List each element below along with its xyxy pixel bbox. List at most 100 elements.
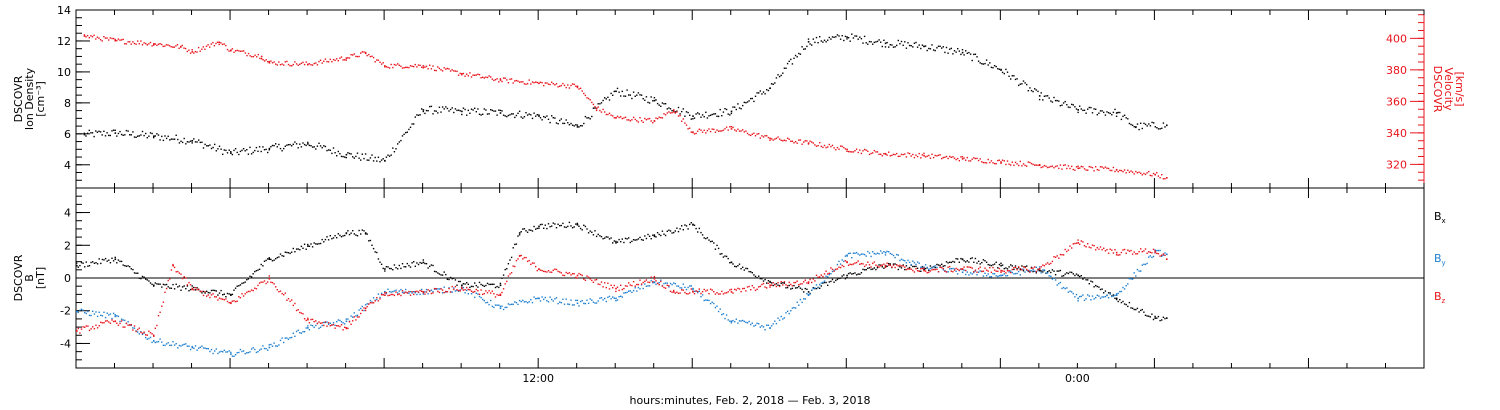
bx-point [899,266,901,268]
by-point [517,303,519,306]
density-point [648,102,651,104]
bx-point [141,275,144,278]
bz-point [557,270,559,273]
bz-point [1095,249,1097,251]
density-point [591,115,593,118]
bz-point [804,279,806,281]
bz-point [969,266,972,269]
velocity-point [689,127,691,129]
bz-point [628,282,630,284]
by-point [833,269,835,271]
by-point [291,336,293,339]
velocity-point [658,116,660,118]
by-point [509,303,511,306]
density-point [509,114,511,116]
by-point [207,348,209,350]
by-point [1069,290,1071,292]
by-point [488,303,490,306]
bx-point [398,264,400,267]
bz-point [432,292,434,294]
bx-point [242,282,245,284]
bx-point [515,243,518,245]
velocity-point [438,67,441,70]
density-point [790,58,792,61]
by-point [191,346,194,349]
legend-bx: Bx [1434,210,1446,225]
velocity-point [307,63,309,66]
density-point [507,114,510,117]
bz-point [785,284,787,286]
bx-point [1066,272,1068,274]
bz-point [579,273,582,276]
density-point [502,114,505,116]
density-point [698,113,700,115]
bz-point [682,289,684,291]
velocity-point [955,158,957,161]
by-point [963,269,965,271]
bz-point [510,272,513,274]
bx-point [843,274,845,276]
density-point [342,155,344,158]
by-point [1154,249,1156,251]
bx-point [1114,297,1116,299]
velocity-point [669,112,672,114]
bx-point [435,271,437,273]
velocity-point [820,145,822,148]
density-point [586,117,588,119]
velocity-point [554,84,556,86]
density-point [690,118,692,120]
by-point [1122,286,1124,289]
bx-point [494,286,497,289]
bx-point [995,261,997,263]
bx-point [961,258,964,260]
bz-point [778,285,781,288]
density-point [226,152,229,154]
density-point [1069,106,1071,109]
bx-point [344,234,346,237]
by-point [565,298,567,300]
bx-point [937,264,940,266]
bx-point [297,248,299,250]
velocity-point [822,146,824,149]
density-point [491,109,493,112]
by-point [1090,299,1092,301]
velocity-point [836,146,839,149]
velocity-point [86,34,89,37]
bx-point [405,266,407,268]
bx-point [1117,300,1119,303]
velocity-point [1024,164,1026,167]
velocity-point [604,111,606,113]
bz-point [884,264,887,267]
density-point [1005,68,1007,71]
bx-point [798,285,800,288]
bz-point [907,268,909,270]
by-point [568,303,571,306]
bz-point [1019,268,1021,270]
bx-point [1123,303,1126,305]
density-point [392,147,394,149]
velocity-point [679,114,681,117]
density-point [928,47,930,50]
bx-point [239,284,242,286]
by-point [226,351,229,353]
by-point [676,285,678,287]
by-point [754,324,757,326]
bx-point [674,230,676,232]
bz-point [218,297,221,299]
bx-point [669,230,672,232]
density-point [1062,102,1065,104]
velocity-point [212,41,214,44]
velocity-point [509,78,511,80]
bx-point [1046,271,1049,273]
bz-point [570,274,572,276]
density-point [278,143,280,146]
by-point [515,302,518,304]
by-point [246,352,248,354]
velocity-point [485,76,487,78]
bx-point [944,265,946,267]
density-point [279,147,282,150]
bz-point [872,262,874,265]
bx-point [835,279,837,282]
bx-point [754,275,757,278]
velocity-point [608,112,611,114]
